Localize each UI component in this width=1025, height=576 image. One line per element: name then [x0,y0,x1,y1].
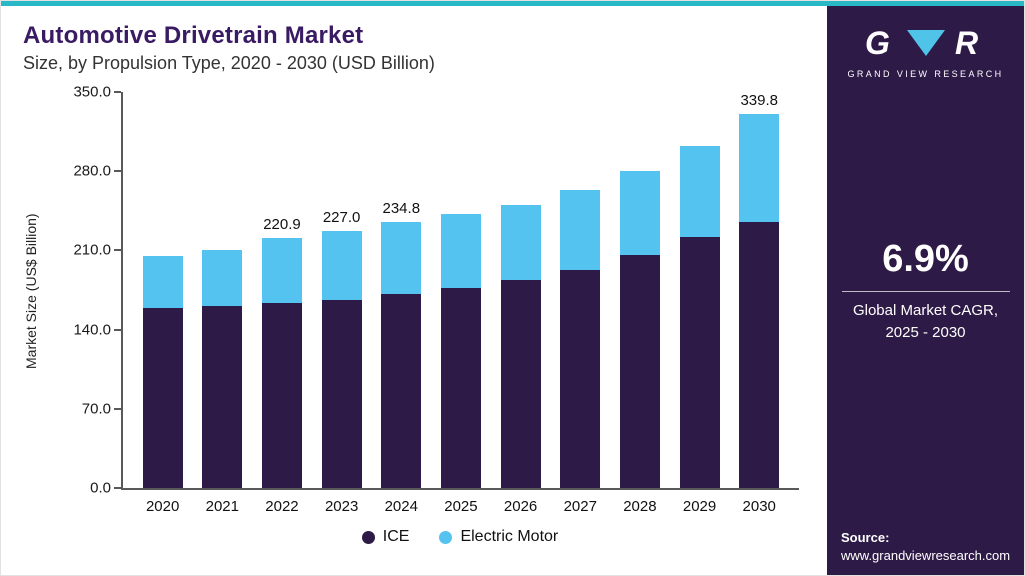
legend: ICE Electric Motor [121,528,799,546]
x-axis-label: 2024 [384,498,418,515]
cagr-label-line2: 2025 - 2030 [885,323,966,341]
bar-segment-ice [440,287,481,488]
chart-title: Automotive Drivetrain Market [23,22,364,49]
y-axis-title: Market Size (US$ Billion) [23,213,39,369]
bar-segment-electric-motor [261,238,302,303]
x-axis-label: 2022 [265,498,299,515]
bar-segment-electric-motor [679,146,720,237]
bar-segment-electric-motor [321,231,362,300]
top-accent-strip [1,1,1024,6]
bar-segment-ice [619,254,660,488]
legend-item-ice: ICE [361,528,410,546]
y-tick-label: 70.0 [81,400,111,418]
bar-group: 2021 [202,92,243,515]
y-tick-label: 210.0 [73,241,111,259]
x-axis-label: 2021 [205,498,239,515]
chart-subtitle: Size, by Propulsion Type, 2020 - 2030 (U… [23,53,435,73]
bar-segment-ice [261,302,302,488]
x-axis-label: 2026 [503,498,538,515]
y-tick-mark [114,328,121,331]
bar-segment-ice [142,308,183,488]
cagr-block: 6.9% Global Market CAGR, 2025 - 2030 [827,238,1024,344]
chart-area: Market Size (US$ Billion) 0.0 70.0 140.0 21… [23,84,827,515]
x-axis-label: 2028 [623,498,657,515]
bar-segment-ice [679,236,720,488]
y-tick-label: 0.0 [90,479,111,497]
logo-g-glyph: G [865,26,890,60]
bar-group: 2026 [500,92,541,515]
y-tick-label: 280.0 [73,162,111,180]
logo-wordmark: GRAND VIEW RESEARCH [847,69,1004,79]
y-tick-mark [114,249,121,252]
x-axis-label: 2030 [742,498,776,515]
logo-icon: G R [865,25,978,61]
bar-segment-electric-motor [381,222,422,294]
brand-logo: G R GRAND VIEW RESEARCH [846,25,1006,79]
sidebar: G R GRAND VIEW RESEARCH 6.9% Global Mark… [827,6,1024,575]
bar-group: 2029 [679,92,720,515]
bar-group: 2028 [619,92,660,515]
bar-total-label: 339.8 [740,92,778,109]
cagr-divider [841,291,1010,292]
bar-group: 220.9 2022 [261,92,302,515]
y-tick-label: 140.0 [73,321,111,339]
x-axis-label: 2020 [145,498,180,515]
bar-segment-ice [381,293,422,488]
legend-label: Electric Motor [460,528,559,545]
bar-group: 2025 [440,92,481,515]
y-tick-mark [114,407,121,410]
source-url: www.grandviewresearch.com [841,548,1011,563]
y-tick-mark [114,487,121,489]
source-label: Source: [841,530,890,545]
bar-group: 234.8 2024 [381,92,422,515]
bar-segment-electric-motor [500,205,541,280]
source-block: Source: www.grandviewresearch.com [841,530,1010,563]
x-axis-label: 2029 [682,498,717,515]
logo-v-triangle [906,30,945,56]
cagr-label: Global Market CAGR, 2025 - 2030 [827,300,1024,344]
bar-group: 227.0 2023 [321,92,362,515]
bar-segment-electric-motor [440,214,481,288]
plot-area: 0.0 70.0 140.0 210.0 280.0 350.0 2020 2021 220.… [73,84,799,515]
y-tick-mark [114,91,121,93]
bar-group: 339.8 2030 [739,92,780,515]
bar-segment-electric-motor [619,171,660,255]
legend-swatch [439,530,453,544]
bar-segment-electric-motor [142,256,183,309]
legend-swatch [361,530,375,544]
bar-total-label: 220.9 [263,216,301,234]
x-axis-label: 2025 [444,498,478,515]
x-axis-label: 2027 [563,498,597,515]
bar-segment-electric-motor [202,250,243,306]
y-tick-mark [114,170,121,173]
legend-label: ICE [382,528,410,545]
bar-segment-ice [500,279,541,488]
legend-item-electric-motor: Electric Motor [439,528,558,546]
bar-segment-ice [202,305,243,488]
bar-group: 2027 [560,92,601,515]
bar-segment-ice [560,269,601,488]
logo-r-glyph: R [955,26,978,60]
bar-segment-ice [321,299,362,488]
x-axis-label: 2023 [324,498,359,515]
y-tick-label: 350.0 [73,83,111,101]
bar-segment-electric-motor [560,190,601,270]
bar-group: 2020 [142,92,183,515]
bar-total-label: 227.0 [322,209,361,227]
bar-segment-electric-motor [739,114,780,222]
bar-total-label: 234.8 [382,200,421,218]
chart-panel: Automotive Drivetrain Market Size, by Pr… [1,6,827,575]
bars: 2020 2021 220.9 2022 227.0 2023 234.8 2024 2025 2… [123,92,799,515]
cagr-label-line1: Global Market CAGR, [852,302,999,319]
bar-segment-ice [739,221,780,488]
cagr-value: 6.9% [882,238,969,280]
